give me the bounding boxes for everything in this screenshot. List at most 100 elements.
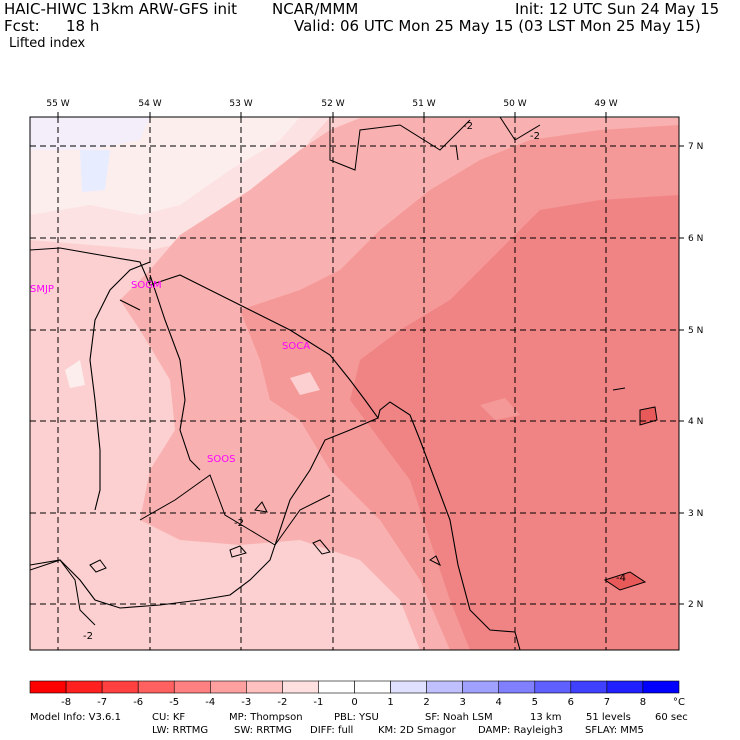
contour-m2-north (329, 117, 471, 171)
init-time: Init: 12 UTC Sun 24 May 15 (515, 0, 720, 18)
colorbar-tick-label: -8 (61, 697, 71, 708)
contour-blob-2 (229, 545, 247, 558)
colorbar-tick-label: 6 (568, 697, 574, 708)
colorbar-tick-label: -6 (133, 697, 143, 708)
colorbar-segment (354, 680, 391, 694)
contour-label-northeast: -2 (530, 131, 540, 142)
footer-mp: MP: Thompson (229, 712, 303, 723)
colorbar-tick-label: 7 (604, 697, 610, 708)
colorbar-segment (246, 680, 283, 694)
footer-resolution: 13 km (530, 712, 562, 723)
fill-patch-2 (480, 398, 520, 420)
colorbar-segment (210, 680, 247, 694)
graticule (30, 117, 679, 650)
colorbar-segment (282, 680, 319, 694)
colorbar-segment (570, 680, 608, 694)
colorbar-tick-label: -4 (205, 697, 215, 708)
tick-marks (57, 112, 684, 605)
lon-label-50w: 50 W (503, 99, 526, 109)
map-frame (29, 116, 680, 651)
contour-label-south: -2 (234, 518, 244, 529)
footer-sflay: SFLAY: MM5 (585, 725, 644, 736)
footer-sf: SF: Noah LSM (425, 712, 493, 723)
lat-label-6n: 6 N (688, 234, 703, 244)
fill-near-zero-blue (30, 117, 150, 150)
colorbar-segment (390, 680, 428, 694)
colorbar-segment (173, 680, 211, 694)
colorbar-tick-label: 2 (423, 697, 429, 708)
station-smjp: SMJP (30, 284, 54, 295)
colorbar-segment (498, 680, 536, 694)
contour-small-north (455, 144, 459, 161)
colorbar-tick-label: -3 (241, 697, 251, 708)
station-soos: SOOS (207, 454, 235, 465)
fill-m5-blob-south (605, 572, 645, 590)
colorbar-segment (426, 680, 464, 694)
contour-m4-south (603, 571, 647, 591)
contour-blob-3 (254, 501, 268, 513)
lon-label-52w: 52 W (321, 99, 344, 109)
lifted-index-fill (30, 117, 679, 650)
colorbar-tick-label: 3 (460, 697, 466, 708)
contour-label-southwest: -2 (83, 631, 93, 642)
fill-patch-1 (290, 372, 320, 395)
border-suriname-west (89, 261, 151, 511)
footer-damp: DAMP: Rayleigh3 (478, 725, 564, 736)
valid-time: Valid: 06 UTC Mon 25 May 15 (03 LST Mon … (294, 17, 701, 35)
lat-label-3n: 3 N (688, 509, 703, 519)
contour-m5-east (639, 406, 658, 426)
lon-label-49w: 49 W (594, 99, 617, 109)
border-south (30, 417, 379, 609)
lon-label-51w: 51 W (412, 99, 435, 109)
footer-cu: CU: KF (152, 712, 186, 723)
forecast-label: Fcst: (4, 17, 40, 35)
footer-timestep: 60 sec (655, 712, 688, 723)
colorbar-segment (534, 680, 572, 694)
colorbar-tick-label: 5 (532, 697, 538, 708)
organization-label: NCAR/MMM (272, 0, 359, 18)
lon-label-55w: 55 W (46, 99, 69, 109)
colorbar-segment (318, 680, 355, 694)
footer-sw: SW: RRTMG (234, 725, 292, 736)
lat-label-2n: 2 N (688, 600, 703, 610)
colorbar-segment (606, 680, 644, 694)
colorbar-segment (101, 680, 139, 694)
forecast-hours: 18 h (66, 17, 100, 35)
coastlines-borders (30, 247, 521, 650)
border-suriname-east (149, 274, 201, 471)
footer-model-info: Model Info: V3.6.1 (30, 712, 121, 723)
colorbar-tick-label: -7 (97, 697, 107, 708)
colorbar-tick-label: 1 (387, 697, 393, 708)
contour-blob-5 (429, 555, 442, 567)
colorbar-tick-label: 4 (496, 697, 502, 708)
colorbar-tick-label: 0 (351, 697, 357, 708)
fill-light-blue (80, 150, 110, 192)
colorbar-segment (642, 680, 680, 694)
lon-label-53w: 53 W (229, 99, 252, 109)
footer-levels: 51 levels (586, 712, 631, 723)
colorbar-tick-label: 8 (640, 697, 646, 708)
colorbar-tick-label: -1 (313, 697, 323, 708)
contour-blob-1 (89, 559, 107, 573)
field-name: Lifted index (9, 36, 86, 51)
lat-label-7n: 7 N (688, 142, 703, 152)
footer-km: KM: 2D Smagor (378, 725, 456, 736)
contour-m2-south (139, 474, 331, 546)
footer-lw: LW: RRTMG (152, 725, 209, 736)
lat-label-5n: 5 N (688, 326, 703, 336)
station-sogm: SOGM (131, 280, 162, 291)
colorbar-tick-label: -2 (277, 697, 287, 708)
lat-label-4n: 4 N (688, 417, 703, 427)
colorbar: -8 -7 -6 -5 -4 -3 -2 -1 0 1 2 3 4 5 6 7 8 (29, 680, 680, 708)
coastline-main (30, 247, 521, 650)
contour-lines (30, 117, 658, 626)
fill-patch-3 (65, 360, 85, 388)
footer-diff: DIFF: full (310, 725, 354, 736)
contour-blob-4 (312, 539, 331, 555)
station-soca: SOCA (282, 341, 310, 352)
colorbar-tick-label: -5 (169, 697, 179, 708)
contour-small-east (612, 387, 626, 391)
contour-m2-southwest (30, 559, 96, 626)
footer-pbl: PBL: YSU (334, 712, 379, 723)
